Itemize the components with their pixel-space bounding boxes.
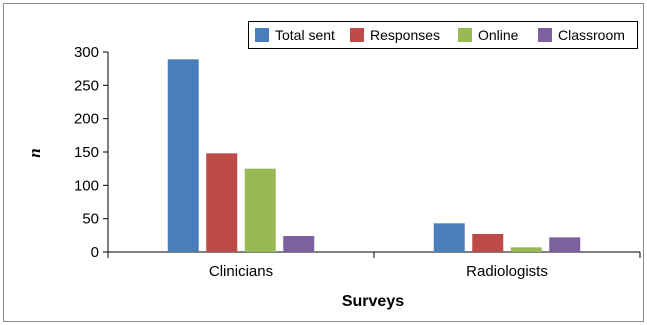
bars xyxy=(167,59,581,253)
bar xyxy=(472,234,504,252)
legend-swatch xyxy=(538,28,552,42)
bar xyxy=(510,247,542,252)
legend-label: Online xyxy=(478,27,519,43)
x-axis-title: Surveys xyxy=(342,293,404,310)
y-axis-title: n xyxy=(25,148,44,157)
legend-label: Classroom xyxy=(558,27,625,43)
bar xyxy=(244,168,276,252)
legend-label: Total sent xyxy=(275,27,335,43)
legend-box xyxy=(248,21,638,49)
y-tick-label: 200 xyxy=(74,111,99,128)
x-tick-label: Clinicians xyxy=(209,263,273,280)
y-axis: 0 50 100 150 200 250 300 xyxy=(74,44,109,261)
legend-swatch xyxy=(255,28,269,42)
y-tick-label: 250 xyxy=(74,77,99,94)
bar xyxy=(433,223,465,252)
y-tick-label: 50 xyxy=(82,211,99,228)
legend-label: Responses xyxy=(370,27,440,43)
x-tick-label: Radiologists xyxy=(466,263,548,280)
legend-swatch xyxy=(350,28,364,42)
y-tick-label: 150 xyxy=(74,144,99,161)
legend: Total sent Responses Online Classroom xyxy=(248,21,638,49)
legend-swatch xyxy=(458,28,472,42)
bar xyxy=(283,236,315,252)
bar xyxy=(167,59,199,253)
y-tick-label: 300 xyxy=(74,44,99,61)
y-tick-label: 0 xyxy=(91,244,99,261)
chart-border xyxy=(3,3,644,322)
bar xyxy=(549,237,581,252)
bar xyxy=(206,153,238,252)
y-tick-label: 100 xyxy=(74,177,99,194)
